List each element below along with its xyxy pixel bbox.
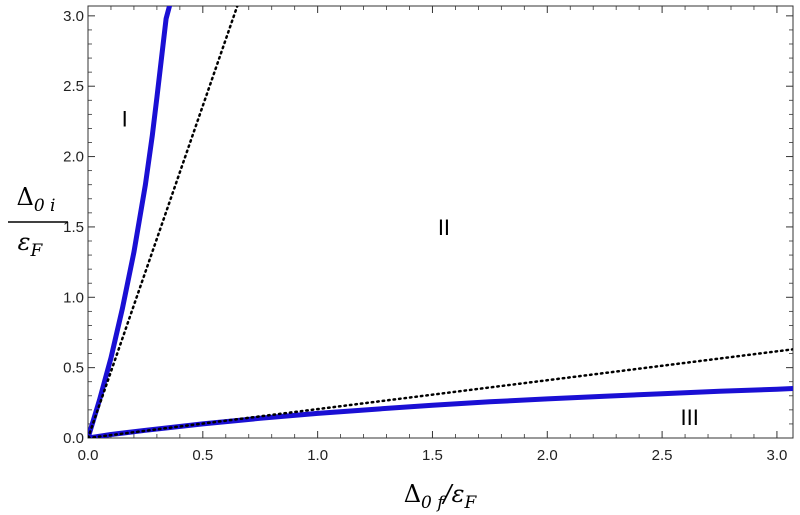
series-group	[88, 6, 793, 438]
plot-frame	[87, 5, 794, 439]
x-axis-label-delta: Δ	[404, 480, 421, 508]
y-tick-label: 0.0	[63, 430, 84, 447]
y-axis-label-num-sub: 0 i	[34, 196, 56, 216]
y-tick-label: 0.5	[63, 360, 84, 377]
region-label-II: II	[438, 215, 450, 240]
axis-ticks	[87, 6, 793, 439]
x-axis-label: Δ0 f/εF	[404, 480, 478, 513]
tick-labels: 0.0 0.5 1.0 1.5 2.0 2.5 3.0 0.0 0.5 1.0 1.5 2.0 2.5 3…	[63, 8, 787, 464]
dotted-asymptote-line-2	[88, 6, 239, 438]
y-axis-label-numerator: Δ0 i	[16, 183, 55, 216]
region-label-I: I	[122, 107, 128, 132]
y-axis-label-epsilon: ε	[18, 228, 31, 256]
y-tick-label: 2.0	[63, 149, 84, 166]
x-tick-label: 2.0	[537, 447, 558, 464]
x-tick-label: 3.0	[766, 447, 787, 464]
x-axis-label-sub: 0 f	[421, 493, 446, 513]
y-tick-label: 1.5	[63, 219, 84, 236]
x-tick-label: 1.0	[307, 447, 328, 464]
y-tick-label: 3.0	[63, 8, 84, 25]
boundary-curve-0	[88, 6, 172, 438]
x-axis-label-tail-sub: F	[464, 493, 478, 513]
x-tick-label: 0.0	[78, 447, 99, 464]
y-axis-label-denominator: εF	[18, 228, 44, 261]
y-tick-label: 1.0	[63, 289, 84, 306]
y-axis-label-delta: Δ	[16, 183, 33, 211]
y-axis-label-den-sub: F	[30, 241, 44, 261]
y-tick-label: 2.5	[63, 78, 84, 95]
x-tick-label: 1.5	[422, 447, 443, 464]
x-tick-label: 2.5	[652, 447, 673, 464]
region-label-III: III	[680, 405, 698, 430]
x-axis-label-tail: /ε	[442, 480, 465, 508]
x-tick-label: 0.5	[192, 447, 213, 464]
